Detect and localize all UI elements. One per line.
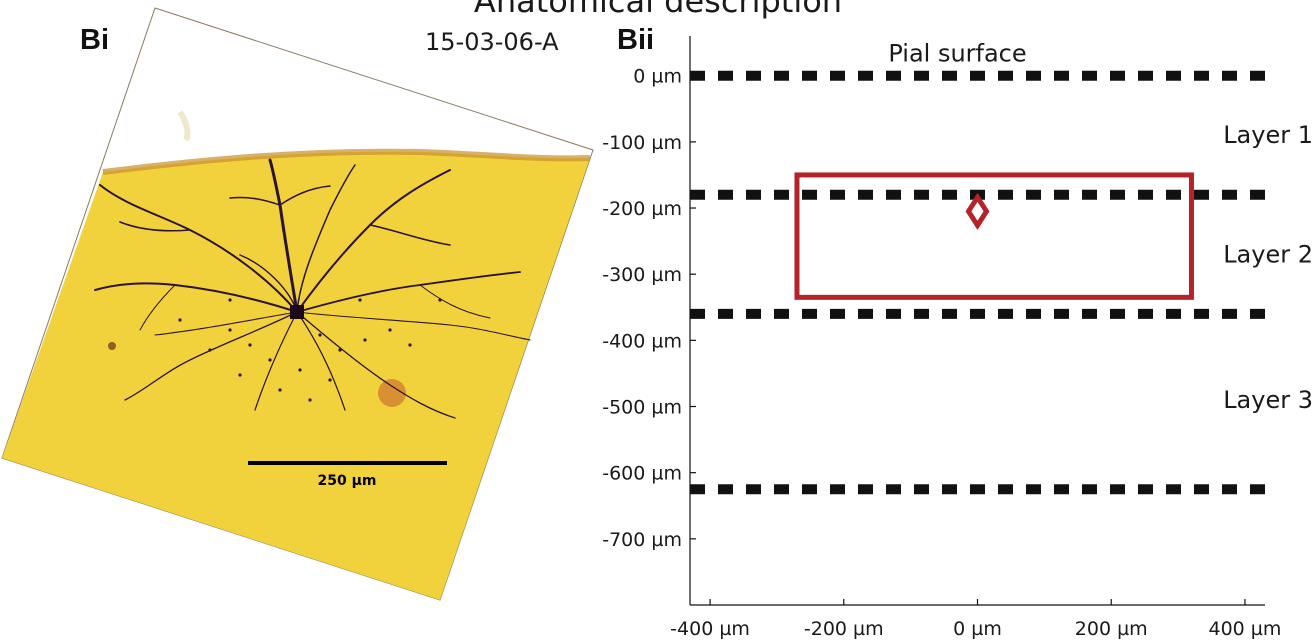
x-tick-label: 0 µm (953, 618, 1002, 640)
y-tick-label: -100 µm (602, 132, 682, 154)
y-tick-label: 0 µm (633, 66, 682, 88)
soma-marker (965, 192, 990, 230)
layer-label: Layer 1 (1223, 121, 1313, 149)
y-tick-label: -600 µm (602, 463, 682, 485)
neuron-arbor (94, 158, 531, 419)
layer-label: Layer 2 (1223, 240, 1313, 268)
plot-content: Pial surface Layer 1 Layer 2 Layer 3 (690, 40, 1313, 495)
pial-surface-label: Pial surface (888, 40, 1026, 68)
soma (290, 305, 304, 319)
x-tick-label: -400 µm (670, 618, 750, 640)
y-tick-label: -200 µm (602, 198, 682, 220)
x-tick-label: 200 µm (1075, 618, 1148, 640)
y-tick-label: -700 µm (602, 529, 682, 551)
plot-axes: 0 µm -100 µm -200 µm -300 µm -400 µm -500 µm -… (602, 36, 1281, 640)
y-tick-label: -400 µm (602, 330, 682, 352)
neuron-micrograph: 250 µm (1, 7, 594, 601)
panel-label-bii: Bii (617, 24, 655, 56)
figure-title: Anatomical description (473, 0, 843, 20)
dendritic-field-box (794, 172, 1194, 300)
tissue-region (2, 110, 591, 600)
y-tick-label: -500 µm (602, 397, 682, 419)
layer-label: Layer 3 (1223, 386, 1313, 414)
panel-label-bi: Bi (80, 24, 109, 56)
y-tick-label: -300 µm (602, 264, 682, 286)
soma-marker-center (975, 209, 980, 214)
neuron-varicosities (178, 298, 442, 402)
specimen-id: 15-03-06-A (425, 28, 559, 56)
x-tick-label: 400 µm (1208, 618, 1281, 640)
scale-bar-label: 250 µm (318, 473, 377, 489)
x-tick-label: -200 µm (804, 618, 884, 640)
